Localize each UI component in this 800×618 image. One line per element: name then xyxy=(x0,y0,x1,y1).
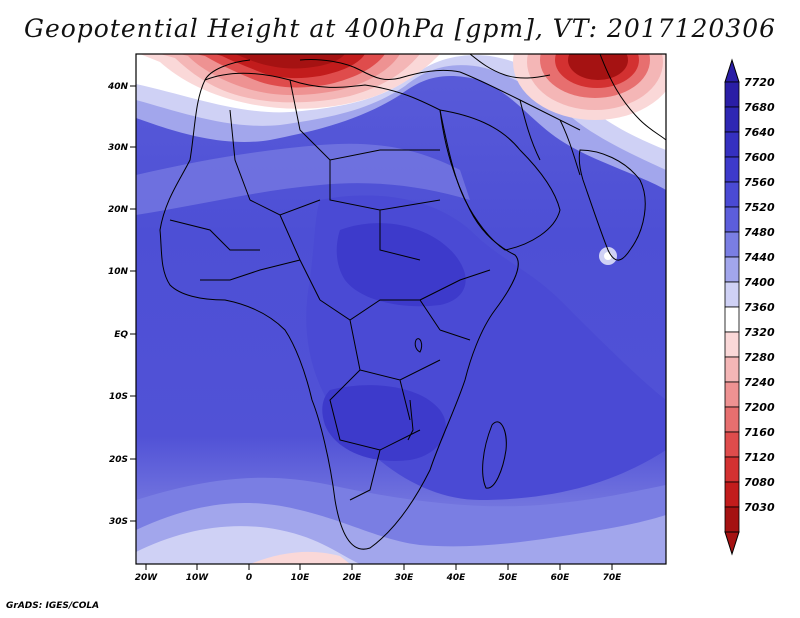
colorbar-label: 7400 xyxy=(744,276,775,289)
colorbar-swatch xyxy=(724,206,740,233)
colorbar: 7720 7680 7640 7600 7560 7520 7480 7440 7400 7360… xyxy=(724,58,775,556)
colorbar-label: 7360 xyxy=(744,301,775,314)
colorbar-label: 7680 xyxy=(744,101,775,114)
lon-label: 50E xyxy=(499,573,519,583)
lon-label: 40E xyxy=(446,573,467,583)
colorbar-swatch xyxy=(724,381,740,408)
colorbar-label: 7200 xyxy=(744,401,775,414)
credit-label: GrADS: IGES/COLA xyxy=(6,601,100,611)
colorbar-label: 7320 xyxy=(744,326,775,339)
lat-label: 40N xyxy=(107,82,129,92)
colorbar-swatch xyxy=(724,106,740,133)
colorbar-swatch xyxy=(724,481,740,508)
colorbar-swatch xyxy=(724,131,740,158)
colorbar-swatch xyxy=(724,506,740,533)
map-title: Geopotential Height at 400hPa [gpm], VT:… xyxy=(23,14,777,43)
colorbar-label: 7160 xyxy=(744,426,775,439)
lon-labels: 20W 10W 0 10E 20E 30E 40E 50E 60E 70E xyxy=(135,573,622,583)
colorbar-swatch xyxy=(724,281,740,308)
colorbar-swatch xyxy=(724,231,740,258)
lat-label: 20S xyxy=(109,455,128,465)
colorbar-label: 7600 xyxy=(744,151,775,164)
colorbar-label: 7240 xyxy=(744,376,775,389)
lat-label: 30N xyxy=(108,143,129,153)
lon-label: 10E xyxy=(291,573,311,583)
colorbar-swatch xyxy=(724,181,740,208)
lat-labels: 40N 30N 20N 10N EQ 10S 20S 30S xyxy=(107,82,129,527)
lat-label: EQ xyxy=(114,330,128,340)
colorbar-swatch xyxy=(724,156,740,183)
colorbar-swatch xyxy=(724,306,740,333)
colorbar-label: 7440 xyxy=(744,251,775,264)
coastlines xyxy=(159,54,666,550)
colorbar-swatch xyxy=(724,81,740,108)
colorbar-label: 7120 xyxy=(744,451,775,464)
colorbar-swatch xyxy=(724,356,740,383)
colorbar-top-arrow xyxy=(724,58,740,83)
colorbar-label: 7080 xyxy=(744,476,775,489)
colorbar-swatch xyxy=(724,431,740,458)
colorbar-swatch xyxy=(724,256,740,283)
lat-label: 10S xyxy=(109,392,128,402)
lon-axis xyxy=(145,564,613,570)
colorbar-label: 7480 xyxy=(744,226,775,239)
lon-label: 60E xyxy=(551,573,571,583)
lon-label: 70E xyxy=(603,573,623,583)
lon-label: 30E xyxy=(395,573,415,583)
lat-axis xyxy=(130,85,136,522)
colorbar-swatch xyxy=(724,406,740,433)
lon-label: 0 xyxy=(246,573,252,583)
colorbar-swatch xyxy=(724,331,740,358)
map-frame xyxy=(135,53,667,565)
lon-label: 10W xyxy=(186,573,210,583)
lon-label: 20E xyxy=(343,573,363,583)
colorbar-label: 7640 xyxy=(744,126,775,139)
lon-label: 20W xyxy=(135,573,159,583)
colorbar-bottom-arrow xyxy=(724,531,740,556)
height-field xyxy=(136,54,666,564)
colorbar-label: 7720 xyxy=(744,76,775,89)
colorbar-swatch xyxy=(724,456,740,483)
lat-label: 10N xyxy=(108,267,129,277)
lat-label: 20N xyxy=(108,205,129,215)
lat-label: 30S xyxy=(109,517,128,527)
colorbar-label: 7030 xyxy=(744,501,775,514)
colorbar-label: 7280 xyxy=(744,351,775,364)
colorbar-label: 7560 xyxy=(744,176,775,189)
colorbar-label: 7520 xyxy=(744,201,775,214)
